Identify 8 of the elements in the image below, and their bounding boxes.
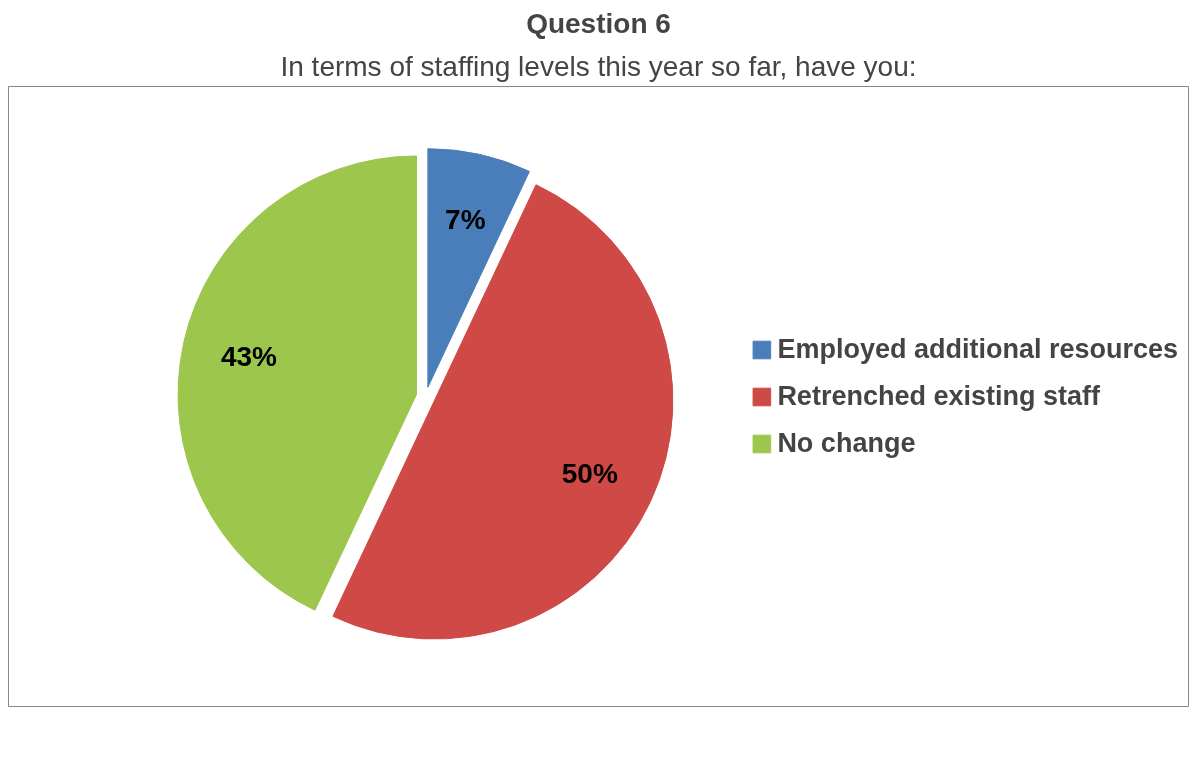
legend-label: No change [777,427,916,459]
legend-label: Employed additional resources [777,333,1178,365]
data-label: 43% [220,341,278,373]
data-label: 50% [561,458,618,490]
chart-title: Question 6 [526,7,671,39]
chart-subtitle: In terms of staffing levels this year so far, have you: [280,50,917,82]
data-label: 7% [445,204,486,236]
legend-label: Retrenched existing staff [777,380,1100,412]
